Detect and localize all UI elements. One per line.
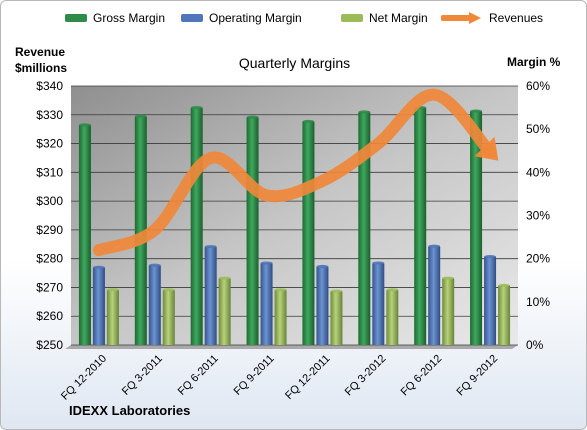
gross-margin-bar	[78, 124, 91, 345]
category-label: FQ 3-2011	[120, 353, 165, 398]
chart-title: Quarterly Margins	[238, 55, 351, 71]
left-tick-label: $320	[36, 137, 63, 151]
net-margin-bar-cap	[162, 288, 175, 292]
net-margin-swatch	[341, 14, 363, 22]
gross-margin-bar-cap	[302, 119, 315, 123]
operating-margin-bar-cap	[204, 245, 217, 249]
legend-item-operating-margin: Operating Margin	[181, 11, 302, 25]
right-tick-label: 50%	[526, 122, 550, 136]
gross-margin-bar	[414, 107, 427, 345]
operating-margin-swatch	[181, 14, 203, 22]
gross-margin-bar-cap	[190, 106, 203, 110]
legend-label: Gross Margin	[93, 11, 166, 25]
net-margin-bar	[442, 278, 455, 345]
net-margin-bar-cap	[442, 276, 455, 280]
gross-margin-bar	[302, 121, 315, 345]
operating-margin-bar	[148, 265, 161, 345]
gross-margin-bar-cap	[246, 115, 259, 119]
operating-margin-bar	[428, 246, 441, 345]
gross-margin-bar	[470, 111, 483, 345]
category-label: FQ 6-2011	[176, 353, 221, 398]
net-margin-bar	[162, 289, 175, 345]
left-tick-label: $280	[36, 252, 63, 266]
operating-margin-bar	[260, 262, 273, 345]
operating-margin-bar-cap	[428, 244, 441, 248]
revenues-line	[92, 88, 497, 257]
legend-label: Net Margin	[369, 11, 428, 25]
net-margin-bar-cap	[106, 288, 119, 292]
category-label: FQ 12-2010	[59, 353, 109, 403]
category-label: FQ 12-2011	[283, 353, 332, 402]
operating-margin-bar-cap	[148, 263, 161, 267]
operating-margin-bar	[372, 262, 385, 345]
left-tick-label: $300	[36, 194, 63, 208]
legend-item-net-margin: Net Margin	[341, 11, 428, 25]
net-margin-bar	[274, 289, 287, 345]
company-name: IDEXX Laboratories	[69, 403, 191, 418]
right-tick-label: 10%	[526, 295, 550, 309]
net-margin-bar-cap	[330, 289, 343, 293]
net-margin-bar	[218, 278, 231, 345]
left-tick-label: $340	[36, 79, 63, 93]
right-axis-label: Margin %	[507, 55, 561, 69]
plot-floor	[65, 345, 518, 349]
legend: Gross Margin Operating Margin Net Margin…	[1, 11, 586, 31]
gross-margin-bar-cap	[78, 123, 91, 127]
left-axis-label-unit: $millions	[15, 61, 68, 75]
left-tick-label: $330	[36, 108, 63, 122]
gross-margin-bar	[134, 116, 147, 345]
net-margin-bar	[330, 291, 343, 345]
right-tick-label: 60%	[526, 79, 550, 93]
operating-margin-bar-cap	[92, 265, 105, 269]
left-tick-label: $250	[36, 338, 63, 352]
legend-item-gross-margin: Gross Margin	[65, 11, 165, 25]
category-label: FQ 6-2012	[399, 353, 445, 399]
right-tick-label: 30%	[526, 209, 550, 223]
legend-item-revenues: Revenues	[441, 11, 543, 25]
gross-margin-bar-cap	[134, 114, 147, 118]
net-margin-bar-cap	[386, 288, 399, 292]
category-label: FQ 9-2011	[232, 353, 277, 398]
legend-label: Revenues	[489, 11, 544, 25]
net-margin-bar-cap	[498, 283, 511, 287]
operating-margin-bar	[316, 266, 329, 345]
right-tick-label: 40%	[526, 165, 550, 179]
net-margin-bar-cap	[218, 276, 231, 280]
category-label: FQ 3-2012	[343, 353, 389, 399]
left-tick-label: $290	[36, 223, 63, 237]
left-tick-label: $310	[36, 165, 63, 179]
left-axis-label: Revenue	[15, 45, 66, 59]
operating-margin-bar-cap	[484, 255, 497, 259]
revenues-arrowhead	[474, 136, 499, 161]
operating-margin-bar	[204, 246, 217, 345]
operating-margin-bar	[484, 256, 497, 345]
right-tick-label: 20%	[526, 252, 550, 266]
operating-margin-bar-cap	[372, 261, 385, 265]
gross-margin-bar-cap	[470, 109, 483, 113]
right-tick-label: 0%	[526, 338, 544, 352]
gross-margin-bar	[246, 117, 259, 345]
gross-margin-bar	[358, 111, 371, 346]
gross-margin-swatch	[65, 14, 87, 22]
left-tick-label: $260	[36, 309, 63, 323]
legend-label: Operating Margin	[209, 11, 302, 25]
gross-margin-bar	[190, 107, 203, 345]
net-margin-bar-cap	[274, 288, 287, 292]
operating-margin-bar	[92, 267, 105, 345]
revenues-arrow-swatch	[441, 12, 481, 24]
category-label: FQ 9-2012	[455, 353, 501, 399]
gross-margin-bar-cap	[358, 110, 371, 114]
left-tick-label: $270	[36, 280, 63, 294]
operating-margin-bar-cap	[316, 264, 329, 268]
net-margin-bar	[498, 285, 511, 345]
net-margin-bar	[386, 289, 399, 345]
net-margin-bar	[106, 289, 119, 345]
operating-margin-bar-cap	[260, 261, 273, 265]
